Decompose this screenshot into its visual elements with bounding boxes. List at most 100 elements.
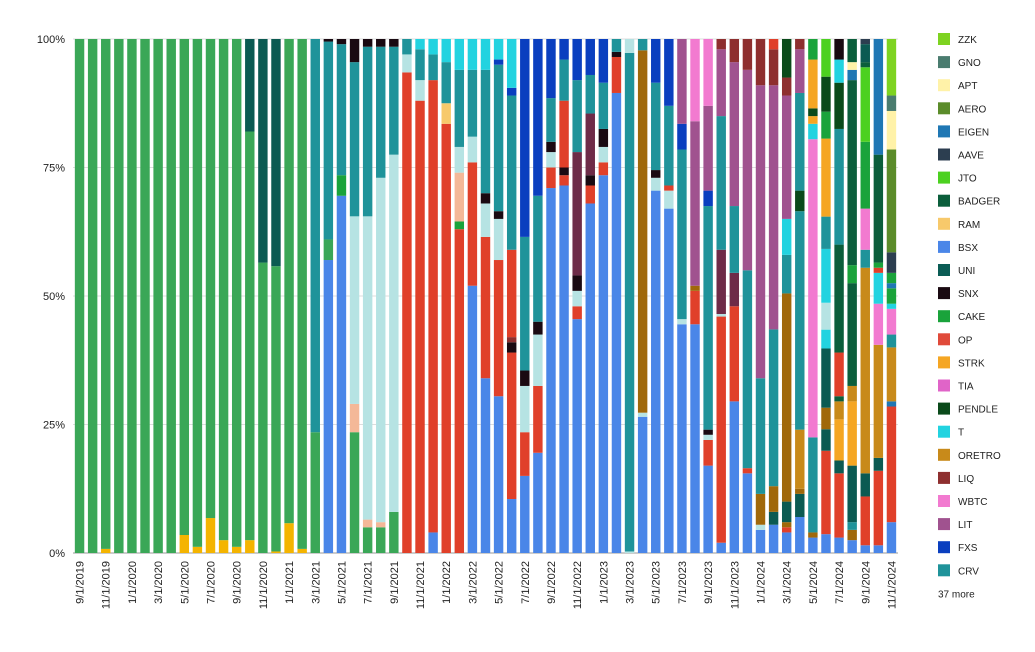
bar-segment	[716, 316, 726, 543]
legend-label: AAVE	[958, 151, 984, 162]
legend-item[interactable]: RAM	[938, 217, 980, 231]
bar-stack	[428, 39, 438, 553]
bar-stack	[886, 39, 897, 553]
bar-segment	[860, 62, 870, 68]
bar-stack	[873, 39, 884, 553]
bar-stack	[651, 39, 661, 553]
legend-item[interactable]: ORETRO	[938, 448, 1001, 462]
bar-segment	[781, 527, 792, 533]
bar-stack	[559, 39, 569, 554]
legend-item[interactable]: JTO	[938, 171, 977, 185]
bar-stack	[834, 39, 844, 553]
bar-segment	[218, 540, 229, 553]
bar-segment	[533, 39, 543, 196]
bar-stack	[205, 39, 216, 553]
bar-segment	[506, 39, 517, 88]
legend-item[interactable]: WBTC	[938, 495, 987, 508]
legend-item[interactable]: APT	[938, 79, 977, 92]
legend-swatch	[938, 564, 950, 577]
bar-segment	[834, 460, 844, 474]
bar-segment	[651, 190, 661, 553]
bar-segment	[795, 211, 805, 430]
bar-segment	[637, 39, 648, 51]
bar-segment	[847, 39, 857, 63]
legend-item[interactable]: STRK	[938, 356, 985, 369]
bar-segment	[245, 540, 255, 553]
legend-item[interactable]: EIGEN	[938, 125, 989, 138]
bar-stack	[87, 39, 98, 553]
bar-segment	[716, 249, 726, 314]
bar-stack	[258, 39, 268, 553]
legend-item[interactable]: ZZK	[938, 33, 977, 46]
bar-segment	[493, 64, 504, 212]
bar-segment	[415, 80, 425, 101]
bar-segment	[415, 39, 425, 50]
bar-stack	[74, 39, 85, 553]
bar-segment	[349, 39, 360, 63]
legend-item[interactable]: AERO	[938, 102, 987, 115]
legend-swatch	[938, 471, 950, 484]
legend-item[interactable]: BSX	[938, 240, 978, 254]
bar-segment	[480, 69, 491, 194]
legend-item[interactable]: LIQ	[938, 471, 974, 485]
bar-segment	[546, 39, 556, 99]
bar-stack	[716, 39, 726, 553]
bar-segment	[231, 39, 242, 547]
x-tick-label: 11/1/2023	[729, 561, 741, 609]
bar-segment	[480, 378, 491, 553]
bar-stack	[690, 39, 700, 553]
bar-segment	[428, 39, 438, 55]
bar-segment	[637, 412, 648, 417]
y-tick-label: 0%	[49, 548, 65, 560]
legend-item[interactable]: SNX	[938, 287, 979, 300]
bar-stack	[231, 39, 242, 553]
bar-segment	[781, 77, 792, 96]
bar-segment	[101, 39, 111, 549]
legend-item[interactable]: OP	[938, 333, 973, 346]
bar-segment	[821, 39, 831, 77]
bar-segment	[585, 113, 595, 176]
legend-item[interactable]: CRV	[938, 564, 979, 577]
bar-segment	[742, 39, 753, 70]
legend-label: LIT	[958, 520, 972, 531]
bar-segment	[860, 545, 870, 553]
bar-stack	[441, 39, 451, 553]
bar-segment	[873, 344, 884, 458]
legend-label: APT	[958, 81, 977, 92]
legend-item[interactable]: LIT	[938, 518, 972, 531]
bar-segment	[847, 69, 857, 81]
legend-item[interactable]: BADGER	[938, 194, 1000, 208]
bar-segment	[376, 522, 386, 528]
bar-segment	[781, 501, 792, 523]
legend-label: FXS	[958, 543, 978, 554]
bar-segment	[441, 103, 451, 124]
bar-segment	[664, 105, 674, 186]
bar-segment	[611, 92, 622, 553]
bar-stack	[127, 39, 137, 553]
bar-segment	[101, 548, 111, 553]
bar-segment	[690, 285, 700, 291]
x-axis: 9/1/2019 11/1/2019 1/1/2020 3/1/2020 5/1/202…	[75, 561, 899, 609]
legend-item[interactable]: AAVE	[938, 148, 984, 162]
legend-item[interactable]: GNO	[938, 56, 981, 69]
legend-item[interactable]: PENDLE	[938, 402, 998, 416]
y-tick-label: 100%	[37, 34, 65, 46]
bar-segment	[664, 39, 674, 106]
bar-segment	[860, 208, 870, 250]
bar-segment	[559, 175, 569, 186]
bar-segment	[873, 262, 884, 268]
y-tick-label: 75%	[43, 163, 65, 175]
bar-segment	[637, 50, 648, 413]
legend-item[interactable]: UNI	[938, 264, 975, 277]
bar-segment	[493, 39, 504, 60]
legend-item[interactable]: CAKE	[938, 310, 986, 323]
legend-item[interactable]: T	[938, 425, 964, 439]
bar-segment	[847, 283, 857, 386]
legend-more-link[interactable]: 37 more	[938, 589, 975, 600]
legend-item[interactable]: TIA	[938, 379, 974, 393]
legend-item[interactable]: FXS	[938, 541, 978, 554]
bar-segment	[716, 542, 726, 553]
bar-segment	[834, 128, 844, 245]
bar-stack	[598, 39, 609, 553]
